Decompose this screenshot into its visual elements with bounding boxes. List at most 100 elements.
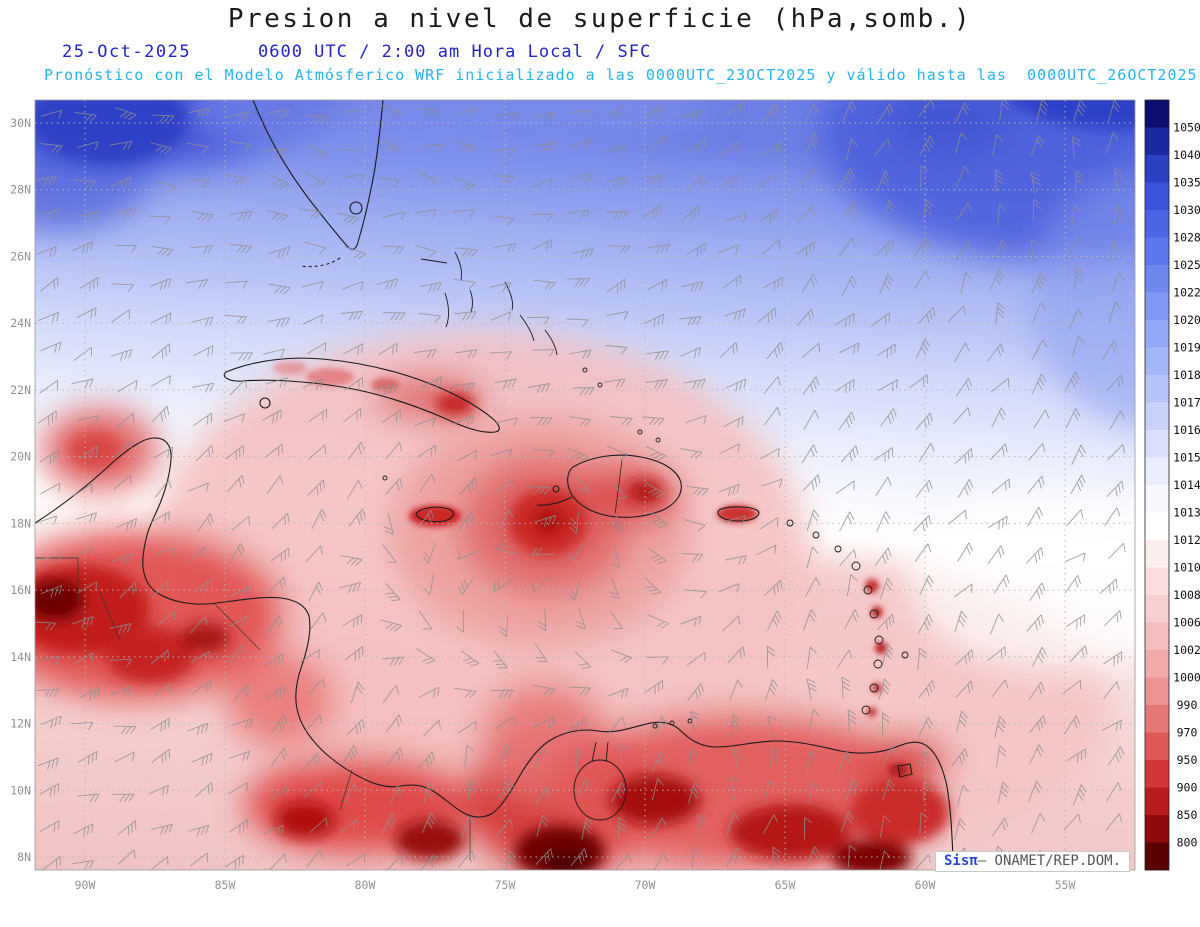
colorbar-label-chip: [1172, 532, 1200, 548]
colorbar-label: 1008: [1173, 588, 1200, 602]
colorbar-label-chip: [1172, 119, 1200, 136]
colorbar-segment: [1145, 127, 1169, 156]
colorbar-segment: [1145, 622, 1169, 651]
pressure-island-blobs: [273, 361, 908, 777]
lat-tick-label: 28N: [10, 183, 31, 197]
colorbar-label-chip: [1172, 147, 1200, 163]
haiti-dr-border: [614, 459, 623, 516]
lon-tick-label: 70W: [635, 878, 656, 892]
colorbar-label-chip: [1172, 752, 1200, 768]
lat-tick-label: 20N: [10, 450, 31, 464]
watermark: Sisπ– ONAMET/REP.DOM.: [934, 851, 1130, 872]
lat-tick-label: 18N: [10, 516, 31, 530]
colorbar-label: 990: [1177, 698, 1198, 712]
colorbar-label-chip: [1172, 229, 1200, 246]
colorbar-label: 1028: [1173, 231, 1200, 245]
map-frame: [34, 99, 1136, 871]
coastlines: [35, 100, 954, 870]
lake-maracaibo: [573, 741, 627, 821]
colorbar-label: 1019: [1173, 341, 1200, 355]
florida-keys: [299, 257, 341, 268]
colorbar-segment: [1145, 237, 1169, 266]
colorbar-label: 800: [1177, 836, 1198, 850]
jamaica-coastline: [415, 506, 454, 523]
colorbar-label: 1014: [1173, 478, 1200, 492]
colorbar-label: 1015: [1173, 451, 1200, 465]
colorbar-label: 1025: [1173, 258, 1200, 272]
colorbar-segment: [1145, 595, 1169, 623]
bahamas-islands: [382, 251, 661, 481]
colorbar-label-chip: [1172, 449, 1200, 466]
lake-okeechobee: [349, 201, 363, 215]
country-borders: [35, 557, 471, 860]
trinidad-coastline: [897, 763, 913, 778]
colorbar-label: 1013: [1173, 506, 1200, 520]
central-south-america-coastline: [35, 437, 954, 870]
colorbar-segment: [1145, 732, 1169, 761]
colorbar-label: 1050: [1173, 121, 1200, 135]
lon-tick-label: 55W: [1055, 878, 1076, 892]
colorbar-label-chip: [1172, 807, 1200, 823]
colorbar-segment: [1145, 155, 1169, 183]
colorbar-label-chip: [1172, 312, 1200, 328]
page-title: Presion a nivel de superficie (hPa,somb.…: [227, 4, 973, 34]
colorbar-segment: [1145, 677, 1169, 706]
gonave-island: [552, 485, 560, 493]
watermark-org: – ONAMET/REP.DOM.: [977, 853, 1121, 869]
colorbar-segment: [1145, 430, 1169, 458]
colorbar-label: 1030: [1173, 203, 1200, 217]
colorbar-label: 850: [1177, 808, 1198, 822]
haiti-peninsula: [536, 496, 573, 506]
colorbar-label-chip: [1172, 367, 1200, 383]
colorbar-label: 1006: [1173, 616, 1200, 630]
lon-tick-label: 60W: [915, 878, 936, 892]
forecast-model-line: Pronóstico con el Modelo Atmósferico WRF…: [44, 66, 1198, 84]
lon-tick-label: 75W: [495, 878, 516, 892]
colorbar-label-chip: [1172, 724, 1200, 741]
valid-time: 0600 UTC / 2:00 am Hora Local / SFC: [258, 42, 652, 62]
colorbar-label: 1000: [1173, 671, 1200, 685]
lat-tick-label: 26N: [10, 249, 31, 263]
colorbar-segment: [1145, 210, 1169, 238]
colorbar-segment: [1145, 320, 1169, 348]
colorbar-segment: [1145, 512, 1169, 541]
colorbar-segment: [1145, 100, 1169, 128]
colorbar-label-chip: [1172, 614, 1200, 631]
colorbar-label-chip: [1172, 284, 1200, 301]
watermark-brand: Sisπ: [943, 853, 978, 869]
valid-date: 25-Oct-2025: [62, 42, 192, 62]
puerto-rico-coastline: [717, 506, 760, 522]
colorbar-label-chip: [1172, 779, 1200, 796]
colorbar-label-chip: [1172, 669, 1200, 686]
colorbar-label: 1040: [1173, 148, 1200, 162]
colorbar-segment: [1145, 265, 1169, 293]
lon-tick-label: 85W: [215, 878, 236, 892]
colorbar-label-chip: [1172, 587, 1200, 603]
colorbar-label-chip: [1172, 504, 1200, 521]
lat-tick-label: 14N: [10, 650, 31, 664]
axis-tick-labels: 30N 28N 26N 24N 22N 20N 18N 16N 14N 12N 10N 8N 90W 85…: [10, 116, 1075, 892]
colorbar-label: 970: [1177, 726, 1198, 740]
colorbar-label: 1017: [1173, 396, 1200, 410]
lat-tick-label: 24N: [10, 316, 31, 330]
colorbar-segment: [1145, 760, 1169, 788]
grid-lines: [35, 100, 1135, 870]
colorbar-label: 950: [1177, 753, 1198, 767]
colorbar-label-chip: [1172, 697, 1200, 713]
valid-time-line: 25-Oct-2025 0600 UTC / 2:00 am Hora Loca…: [0, 42, 1200, 64]
colorbar-segment: [1145, 292, 1169, 321]
colorbar-label-chip: [1172, 477, 1200, 493]
colorbar-segment: [1145, 567, 1169, 596]
colorbar-label-chip: [1172, 642, 1200, 658]
lesser-antilles-islands: [652, 519, 909, 729]
colorbar-segment: [1145, 457, 1169, 486]
colorbar-label-chip: [1172, 257, 1200, 273]
colorbar-label: 1016: [1173, 423, 1200, 437]
lon-tick-label: 90W: [75, 878, 96, 892]
colorbar-label-chip: [1172, 174, 1200, 191]
wind-barbs: [35, 100, 1126, 870]
lon-tick-label: 65W: [775, 878, 796, 892]
lat-tick-label: 16N: [10, 583, 31, 597]
isla-juventud: [259, 397, 271, 409]
